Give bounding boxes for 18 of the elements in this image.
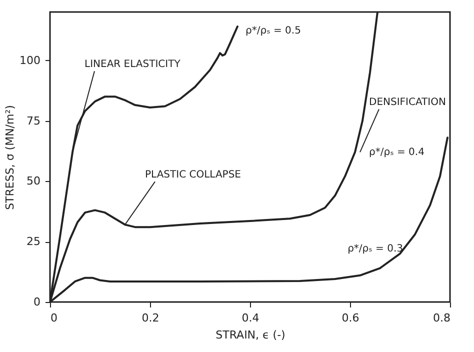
y-tick-label: 0 [34,296,40,308]
y-tick-label: 50 [26,174,40,188]
y-tick-label: 100 [20,54,40,67]
y-tick-label: 75 [26,114,40,128]
y-tick-label: 25 [26,235,40,248]
x-tick-label: 0.2 [142,312,160,324]
x-axis-title: STRAIN, ϵ (-) [216,328,286,342]
series-label: ρ*/ρₛ = 0.5 [246,26,301,36]
annotation: PLASTIC COLLAPSE [145,170,242,181]
x-tick-label: 0.8 [433,312,450,324]
annotation: DENSIFICATION [369,97,446,108]
series-label: ρ*/ρₛ = 0.3 [348,243,403,254]
annotation: LINEAR ELASTICITY [84,59,182,70]
x-tick-label: 0.4 [242,312,260,324]
x-tick-label: 0.6 [342,312,360,324]
y-axis-title: STRESS, σ (MN/m²) [4,105,17,210]
x-tick-label: 0 [50,312,58,324]
series-label: ρ*/ρₛ = 0.4 [369,147,424,158]
